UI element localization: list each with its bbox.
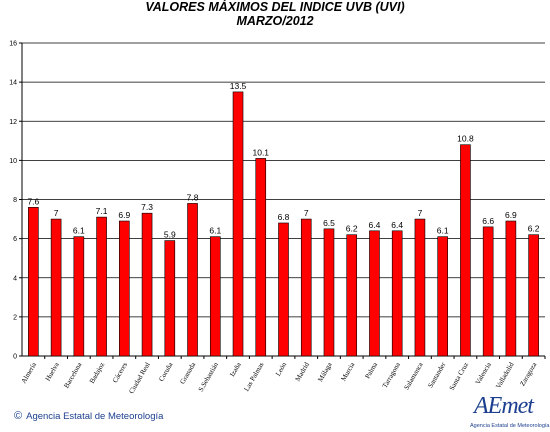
x-tick-label: Madrid — [294, 361, 311, 383]
x-tick-label: Salamanca — [403, 360, 426, 391]
bar — [528, 234, 539, 357]
data-label: 5.9 — [164, 230, 176, 240]
data-label: 7.3 — [141, 202, 153, 212]
x-tick-label: Izaña — [228, 360, 243, 378]
bar — [141, 212, 153, 357]
data-label: 6.5 — [323, 218, 335, 228]
x-tick-label: Badajoz — [88, 361, 106, 385]
bar — [28, 207, 39, 357]
agency-name: Agencia Estatal de Meteorología — [26, 411, 164, 422]
data-label: 6.9 — [118, 210, 130, 220]
logo-text: AEmet — [474, 393, 534, 419]
x-tick-label: León — [274, 361, 288, 378]
bar — [482, 226, 494, 357]
data-label: 6.2 — [528, 224, 540, 234]
x-tick-label: Coruña — [157, 360, 175, 383]
data-label: 10.1 — [252, 147, 269, 157]
x-tick-label: Tarragona — [381, 360, 403, 389]
bar — [187, 203, 198, 357]
y-tick-label: 6 — [13, 236, 17, 243]
data-label: 7.1 — [96, 206, 108, 216]
data-label: 6.2 — [346, 224, 358, 234]
bar — [278, 222, 289, 357]
data-label: 6.8 — [278, 212, 290, 222]
bar — [323, 228, 335, 357]
bar — [437, 236, 448, 357]
x-tick-label: Barcelona — [62, 360, 84, 389]
x-tick-label: Zaragoza — [518, 360, 538, 387]
y-tick-label: 8 — [13, 197, 17, 204]
bar — [505, 220, 517, 357]
aemet-logo: AEmet Agencia Estatal de Meteorología — [466, 393, 550, 431]
bar — [255, 158, 267, 357]
y-tick-label: 2 — [13, 314, 17, 321]
x-tick-label: Las Palmas — [243, 361, 266, 393]
x-tick-label: Ciudad Real — [127, 361, 151, 395]
x-tick-label: Málaga — [316, 360, 334, 383]
data-label: 7.8 — [187, 192, 199, 202]
bar — [209, 236, 221, 357]
data-label: 6.1 — [437, 226, 449, 236]
x-tick-label: Santander — [426, 360, 447, 389]
data-label: 13.5 — [230, 81, 247, 91]
x-tick-label: S.Sebastián — [197, 361, 220, 394]
y-tick-label: 16 — [9, 41, 17, 48]
x-tick-label: Granada — [178, 360, 197, 385]
data-label: 6.1 — [73, 226, 85, 236]
data-label: 6.4 — [369, 220, 381, 230]
x-tick-label: Murcia — [339, 360, 356, 382]
bar — [232, 91, 244, 357]
bar — [300, 218, 312, 357]
x-tick-label: Santa Cruz — [448, 361, 470, 392]
chart-title-line1: VALORES MÁXIMOS DEL INDICE UVB (UVI) — [145, 0, 405, 14]
data-label: 7 — [304, 208, 309, 218]
bar — [73, 236, 85, 357]
x-tick-label: Valladolid — [494, 361, 516, 390]
data-label: 7.6 — [27, 196, 39, 206]
bar — [119, 220, 130, 357]
data-label: 7 — [54, 208, 59, 218]
bar — [391, 230, 403, 357]
chart-title-line2: MARZO/2012 — [236, 14, 314, 28]
chart-title: VALORES MÁXIMOS DEL INDICE UVB (UVI) MAR… — [0, 0, 550, 28]
y-tick-labels: 0 2 4 6 8 10 12 14 16 — [9, 41, 17, 361]
copyright-symbol: © — [14, 410, 23, 422]
gridlines — [22, 42, 545, 318]
y-tick-label: 4 — [13, 275, 17, 282]
bar — [369, 230, 380, 357]
x-tick-label: Cáceres — [111, 361, 129, 384]
data-label: 6.4 — [391, 220, 403, 230]
bar — [50, 218, 62, 357]
bar — [96, 216, 107, 357]
data-label: 10.8 — [457, 134, 474, 144]
value-labels: 7.6 7 6.1 7.1 6.9 7.3 5.9 7.8 6.1 13.5 10.1 6.8 7 6.5… — [27, 81, 539, 240]
x-tick-label: Huelva — [44, 360, 61, 382]
data-label: 6.6 — [482, 216, 494, 226]
x-tick-label: Valencia — [474, 360, 493, 386]
y-tick-label: 0 — [13, 354, 17, 361]
data-label: 6.9 — [505, 210, 517, 220]
data-label: 6.1 — [209, 226, 221, 236]
y-tick-label: 14 — [9, 80, 17, 87]
bars — [28, 91, 539, 357]
x-tick-label: Almería — [20, 360, 39, 385]
logo-subtext: Agencia Estatal de Meteorología — [470, 423, 550, 429]
bar — [460, 144, 471, 357]
bar — [346, 234, 358, 357]
x-tick-label: Palma — [364, 360, 380, 380]
bar — [164, 240, 176, 357]
x-tick-labels: Almería Huelva Barcelona Badajoz CáceresCiud… — [20, 360, 539, 395]
bar — [414, 218, 426, 357]
y-tick-label: 10 — [9, 158, 17, 165]
y-tick-label: 12 — [9, 119, 17, 126]
data-label: 7 — [418, 208, 423, 218]
agency-credit: © Agencia Estatal de Meteorología — [14, 410, 163, 422]
